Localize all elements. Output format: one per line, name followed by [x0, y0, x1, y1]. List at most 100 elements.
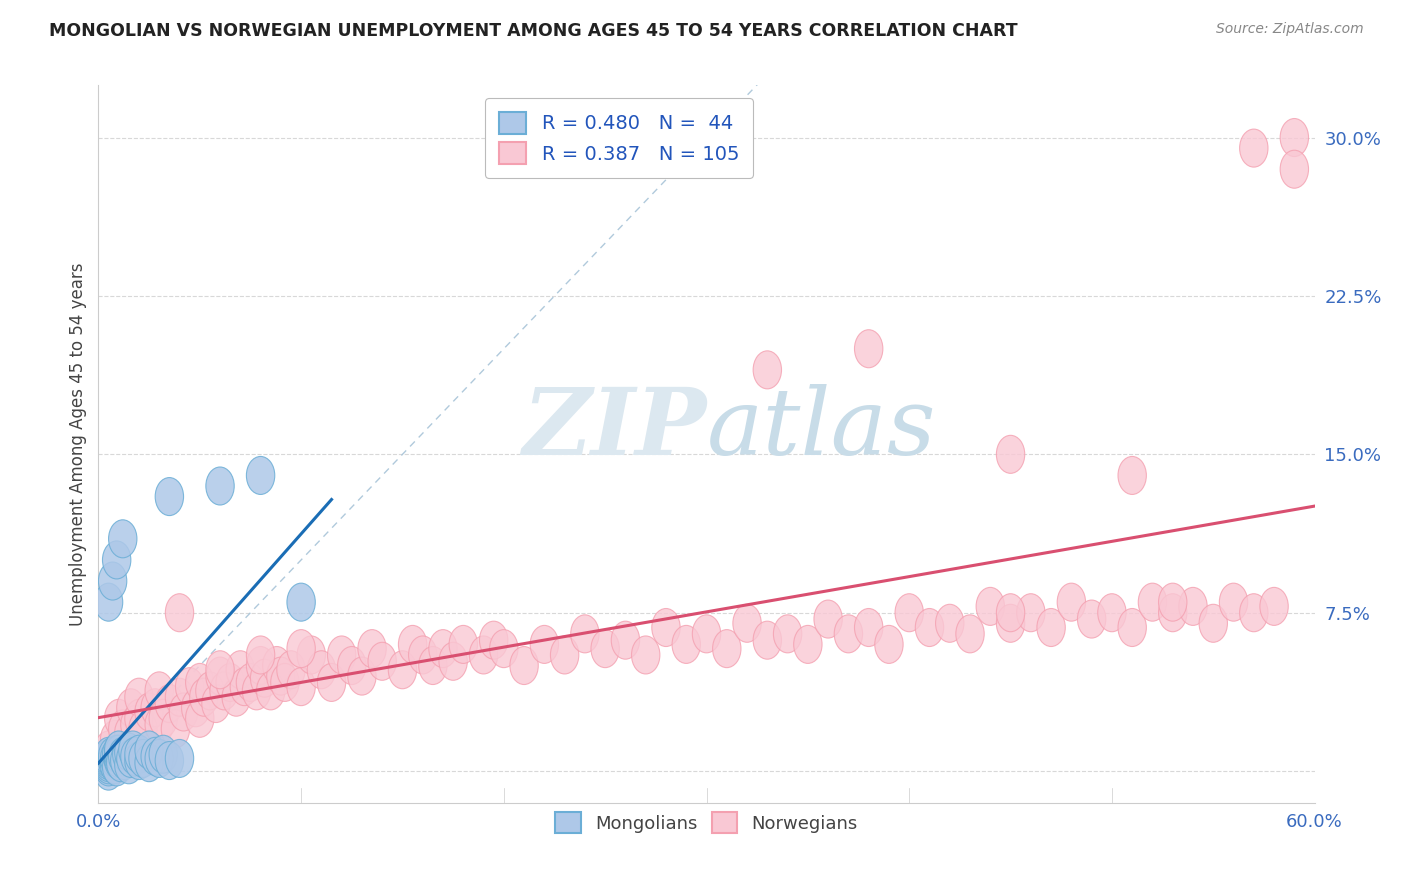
Ellipse shape — [419, 647, 447, 684]
Ellipse shape — [510, 647, 538, 684]
Ellipse shape — [94, 738, 122, 775]
Ellipse shape — [117, 739, 145, 778]
Ellipse shape — [439, 642, 467, 681]
Ellipse shape — [195, 672, 224, 710]
Ellipse shape — [263, 647, 291, 684]
Text: MONGOLIAN VS NORWEGIAN UNEMPLOYMENT AMONG AGES 45 TO 54 YEARS CORRELATION CHART: MONGOLIAN VS NORWEGIAN UNEMPLOYMENT AMON… — [49, 22, 1018, 40]
Ellipse shape — [202, 684, 231, 723]
Ellipse shape — [571, 615, 599, 653]
Ellipse shape — [672, 625, 700, 664]
Text: atlas: atlas — [707, 384, 936, 475]
Ellipse shape — [115, 733, 143, 771]
Ellipse shape — [470, 636, 498, 674]
Ellipse shape — [409, 636, 437, 674]
Ellipse shape — [1279, 150, 1309, 188]
Ellipse shape — [125, 678, 153, 716]
Ellipse shape — [104, 739, 134, 778]
Ellipse shape — [976, 588, 1004, 625]
Ellipse shape — [125, 699, 153, 738]
Ellipse shape — [1219, 583, 1247, 621]
Ellipse shape — [896, 594, 924, 632]
Ellipse shape — [1159, 594, 1187, 632]
Ellipse shape — [145, 739, 173, 778]
Ellipse shape — [236, 664, 264, 701]
Ellipse shape — [1199, 604, 1227, 642]
Ellipse shape — [121, 738, 149, 775]
Ellipse shape — [359, 630, 387, 667]
Ellipse shape — [98, 562, 127, 600]
Ellipse shape — [337, 647, 366, 684]
Ellipse shape — [935, 604, 965, 642]
Ellipse shape — [1260, 588, 1288, 625]
Ellipse shape — [155, 741, 184, 780]
Ellipse shape — [814, 600, 842, 638]
Ellipse shape — [118, 731, 148, 769]
Ellipse shape — [591, 630, 620, 667]
Ellipse shape — [1017, 594, 1045, 632]
Ellipse shape — [149, 735, 177, 773]
Ellipse shape — [347, 657, 377, 695]
Ellipse shape — [115, 746, 143, 784]
Ellipse shape — [111, 741, 139, 780]
Ellipse shape — [104, 735, 134, 773]
Text: ZIP: ZIP — [522, 384, 707, 475]
Ellipse shape — [205, 651, 235, 689]
Ellipse shape — [733, 604, 761, 642]
Ellipse shape — [205, 657, 235, 695]
Ellipse shape — [166, 594, 194, 632]
Ellipse shape — [205, 467, 235, 505]
Ellipse shape — [1098, 594, 1126, 632]
Ellipse shape — [162, 710, 190, 747]
Ellipse shape — [287, 667, 315, 706]
Ellipse shape — [103, 735, 131, 773]
Ellipse shape — [155, 684, 184, 723]
Ellipse shape — [141, 689, 169, 727]
Ellipse shape — [793, 625, 823, 664]
Ellipse shape — [1139, 583, 1167, 621]
Ellipse shape — [429, 630, 457, 667]
Ellipse shape — [209, 672, 238, 710]
Ellipse shape — [100, 721, 129, 758]
Ellipse shape — [166, 678, 194, 716]
Ellipse shape — [98, 738, 127, 775]
Ellipse shape — [135, 744, 163, 781]
Ellipse shape — [875, 625, 903, 664]
Ellipse shape — [1057, 583, 1085, 621]
Ellipse shape — [112, 735, 141, 773]
Ellipse shape — [754, 351, 782, 389]
Ellipse shape — [104, 741, 134, 780]
Ellipse shape — [449, 625, 478, 664]
Ellipse shape — [94, 731, 122, 769]
Ellipse shape — [107, 744, 135, 781]
Ellipse shape — [997, 435, 1025, 474]
Ellipse shape — [1240, 594, 1268, 632]
Ellipse shape — [135, 731, 163, 769]
Ellipse shape — [242, 672, 271, 710]
Ellipse shape — [997, 604, 1025, 642]
Ellipse shape — [773, 615, 801, 653]
Ellipse shape — [834, 615, 863, 653]
Ellipse shape — [100, 739, 129, 778]
Ellipse shape — [713, 630, 741, 667]
Ellipse shape — [222, 678, 250, 716]
Ellipse shape — [100, 746, 129, 784]
Ellipse shape — [141, 738, 169, 775]
Ellipse shape — [530, 625, 558, 664]
Ellipse shape — [108, 710, 136, 747]
Ellipse shape — [246, 457, 274, 494]
Ellipse shape — [129, 739, 157, 778]
Text: Source: ZipAtlas.com: Source: ZipAtlas.com — [1216, 22, 1364, 37]
Ellipse shape — [226, 651, 254, 689]
Ellipse shape — [754, 621, 782, 659]
Ellipse shape — [489, 630, 517, 667]
Ellipse shape — [186, 664, 214, 701]
Ellipse shape — [271, 664, 299, 701]
Ellipse shape — [104, 731, 134, 769]
Ellipse shape — [103, 541, 131, 579]
Ellipse shape — [115, 714, 143, 752]
Ellipse shape — [277, 651, 305, 689]
Ellipse shape — [231, 667, 259, 706]
Ellipse shape — [388, 651, 416, 689]
Ellipse shape — [108, 520, 136, 558]
Ellipse shape — [631, 636, 659, 674]
